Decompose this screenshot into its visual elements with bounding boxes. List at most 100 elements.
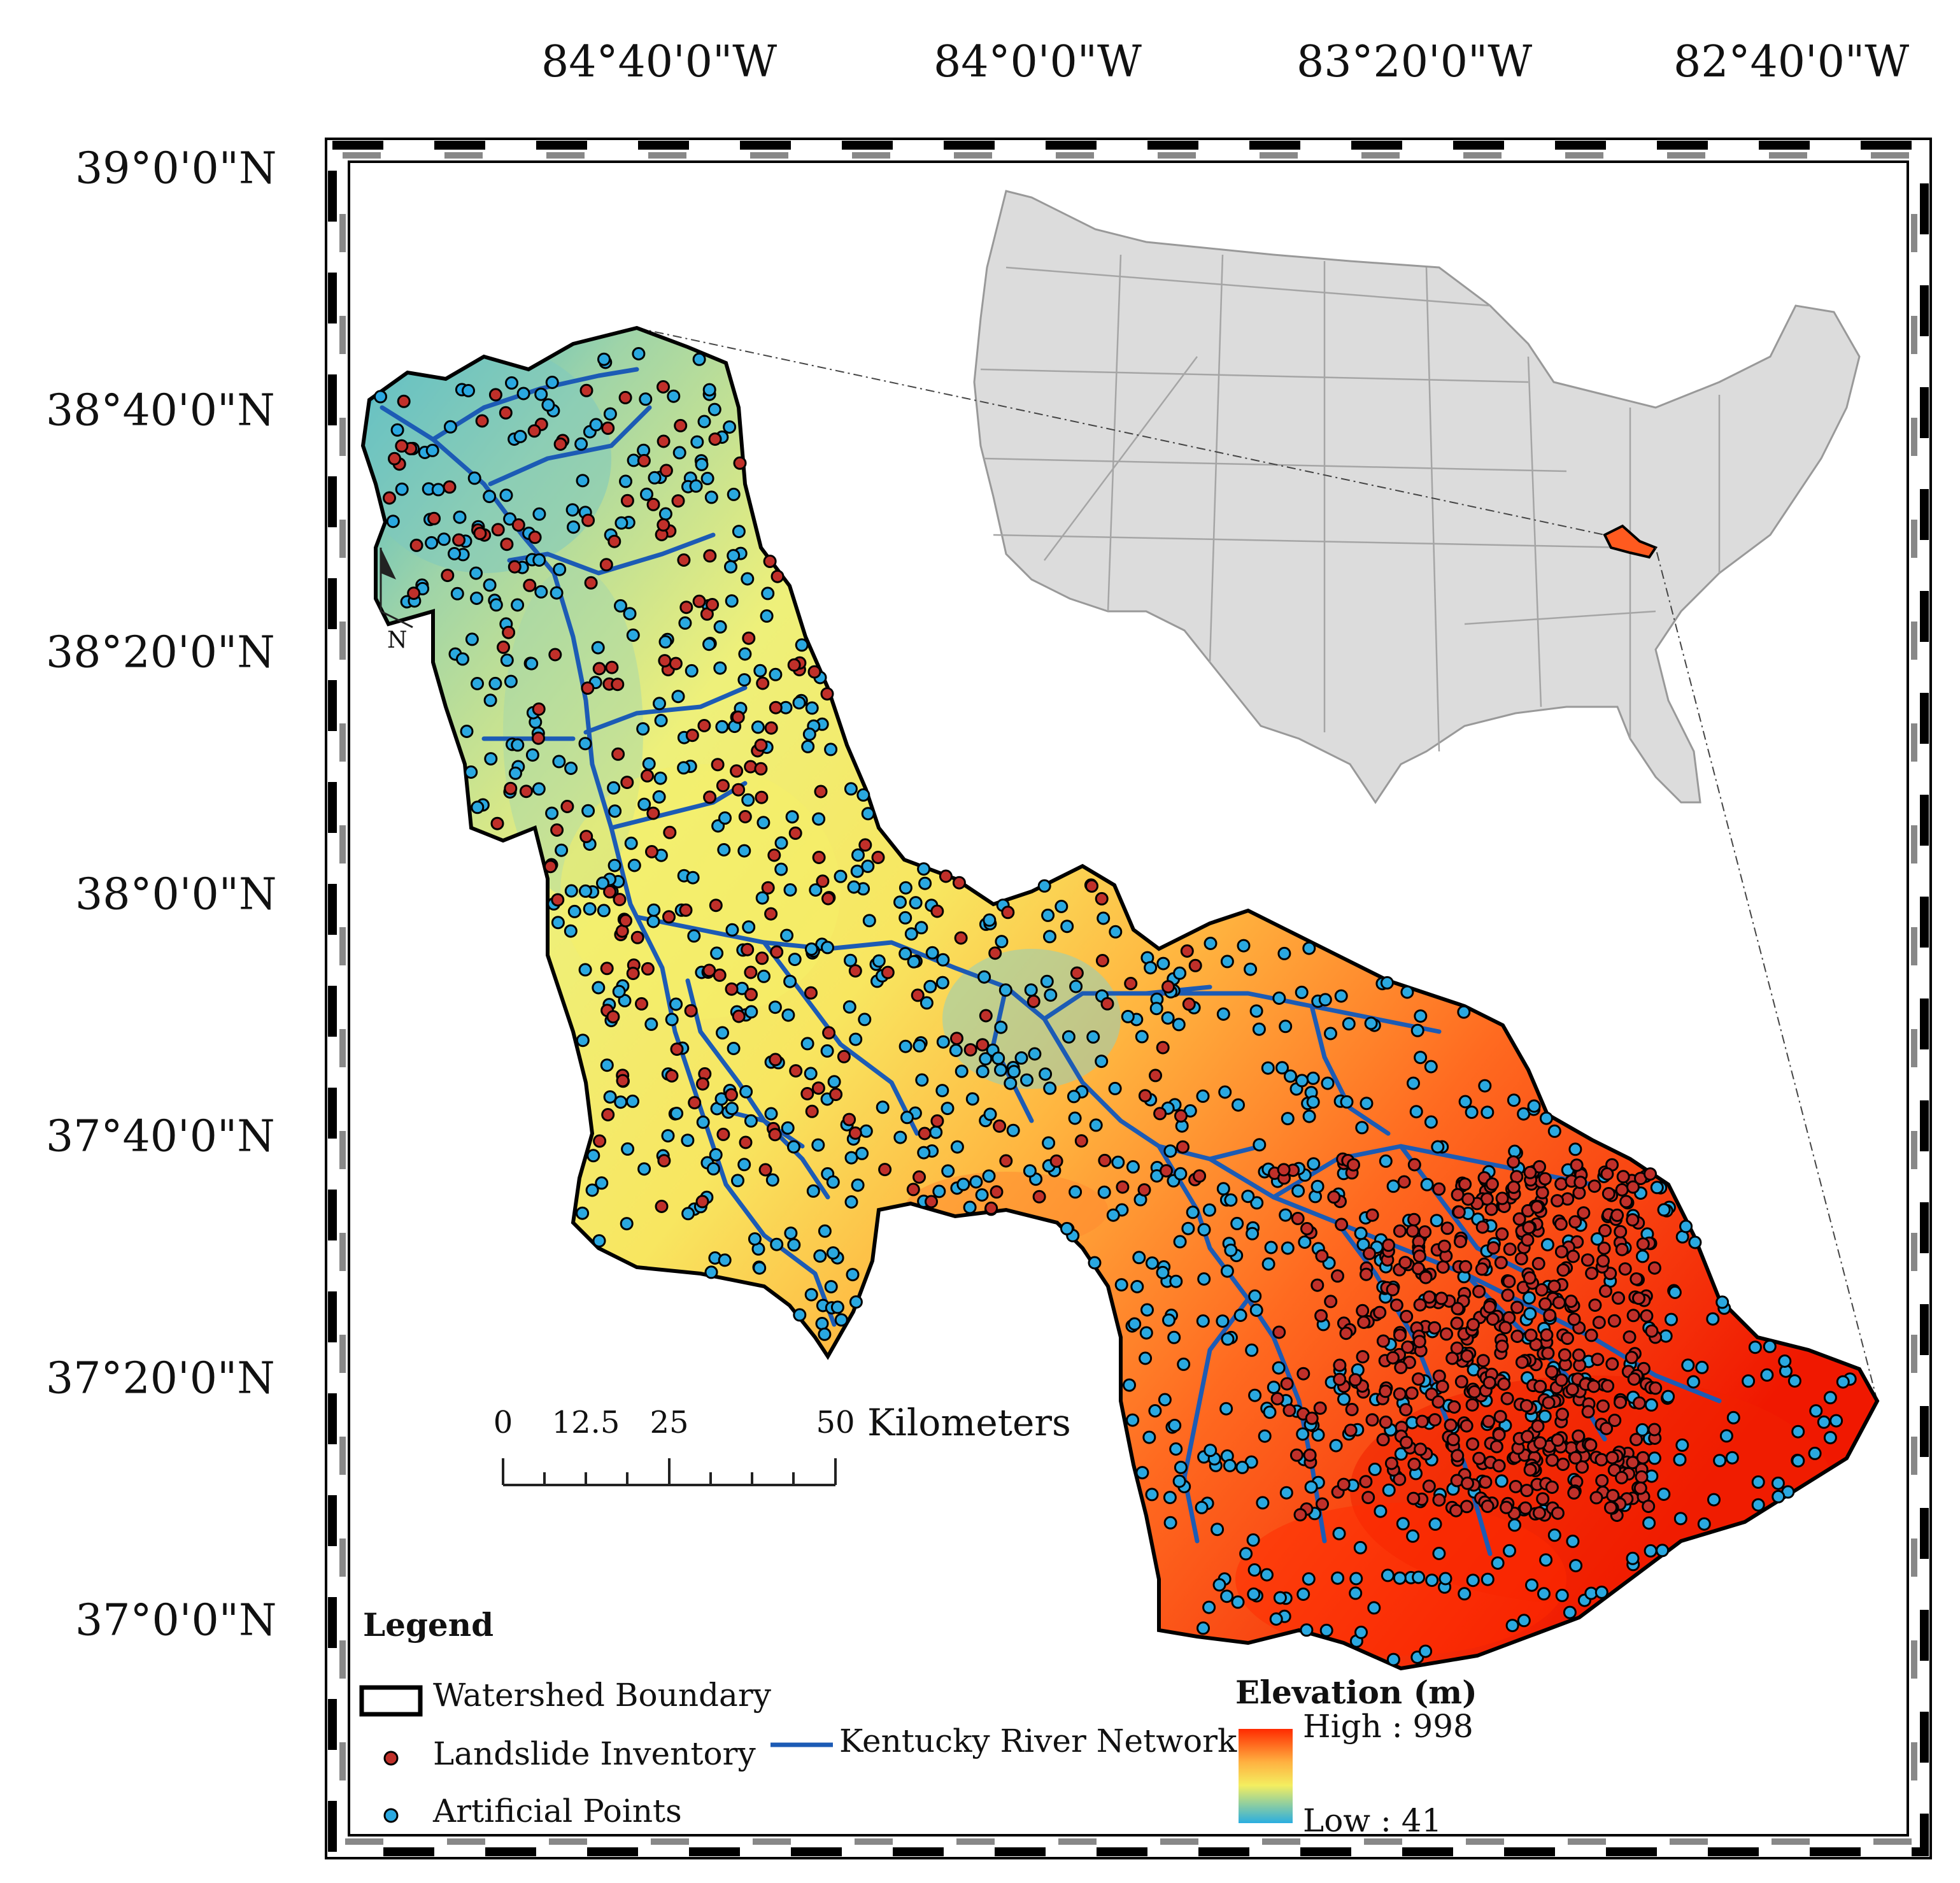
artificial-point <box>692 352 706 366</box>
artificial-point <box>1044 988 1058 1002</box>
landslide-point <box>1459 1500 1474 1514</box>
landslide-point <box>1405 1386 1419 1400</box>
landslide-point <box>1393 1328 1407 1342</box>
artificial-point <box>1508 1518 1521 1532</box>
artificial-point <box>374 390 387 404</box>
landslide-point <box>1587 1379 1601 1393</box>
landslide-point <box>452 533 466 547</box>
artificial-point <box>579 884 592 898</box>
artificial-point <box>545 376 559 389</box>
landslide-point <box>1626 1180 1640 1194</box>
landslide-point <box>674 418 688 432</box>
artificial-point <box>1644 1544 1658 1558</box>
artificial-point <box>1196 1314 1210 1328</box>
artificial-point <box>917 862 931 876</box>
landslide-point <box>939 869 953 883</box>
artificial-point <box>1566 1534 1580 1548</box>
artificial-point <box>1261 1257 1275 1271</box>
landslide-point <box>1482 1300 1496 1314</box>
artificial-point <box>471 800 485 814</box>
landslide-point <box>1482 1375 1496 1389</box>
artificial-point <box>1707 1493 1721 1507</box>
landslide-point <box>1347 1158 1360 1172</box>
landslide-point <box>1348 1373 1362 1387</box>
artificial-point <box>1250 1196 1264 1210</box>
artificial-point <box>621 1142 635 1156</box>
landslide-point <box>662 910 676 924</box>
landslide-point <box>1495 1191 1509 1205</box>
artificial-point <box>1173 966 1187 980</box>
landslide-point <box>1535 1186 1549 1200</box>
landslide-point <box>1001 906 1015 920</box>
artificial-point <box>1414 1009 1428 1023</box>
artificial-point <box>1144 961 1158 975</box>
landslide-point <box>1507 1180 1521 1194</box>
artificial-point <box>949 1044 963 1057</box>
artificial-point <box>1332 1526 1346 1540</box>
landslide-point <box>1498 1321 1512 1335</box>
landslide-point <box>528 530 542 544</box>
landslide-point <box>657 518 671 532</box>
artificial-point <box>1006 1123 1020 1137</box>
artificial-point <box>550 586 564 600</box>
landslide-point <box>1564 1295 1578 1308</box>
landslide-point <box>1095 954 1109 967</box>
landslide-point <box>804 986 818 1000</box>
artificial-point <box>1424 1060 1438 1074</box>
artificial-point <box>1232 1098 1245 1112</box>
artificial-point <box>1393 1571 1407 1585</box>
artificial-point <box>1329 1439 1343 1453</box>
artificial-point <box>578 963 592 977</box>
artificial-point <box>1594 1586 1608 1599</box>
landslide-point <box>1647 1261 1661 1275</box>
landslide-point <box>858 838 872 852</box>
artificial-point <box>1568 1142 1582 1156</box>
artificial-point <box>1163 1491 1177 1505</box>
artificial-point <box>795 638 809 652</box>
artificial-point <box>603 407 617 421</box>
landslide-point <box>1437 1239 1451 1253</box>
landslide-point <box>805 1104 819 1118</box>
landslide-point <box>763 555 777 568</box>
landslide-point <box>1376 1433 1390 1447</box>
artificial-point <box>1241 1190 1255 1204</box>
artificial-point <box>812 812 826 826</box>
landslide-point <box>1305 1411 1319 1425</box>
artificial-point <box>713 620 727 634</box>
artificial-point <box>1174 1167 1188 1181</box>
artificial-point <box>824 1280 838 1294</box>
artificial-point <box>513 430 527 443</box>
landslide-point <box>1156 1041 1170 1055</box>
landslide-point <box>1619 1195 1633 1209</box>
landslide-point <box>1520 1484 1534 1498</box>
landslide-point <box>906 1183 920 1197</box>
landslide-point <box>930 904 944 918</box>
artificial-point <box>1661 1389 1675 1403</box>
landslide-point <box>1475 1262 1489 1276</box>
landslide-point <box>1645 1324 1659 1338</box>
landslide-point <box>1459 1260 1472 1274</box>
artificial-point <box>725 1102 739 1116</box>
landslide-point <box>1572 1429 1586 1443</box>
artificial-point <box>624 836 638 850</box>
landslide-point <box>1337 1477 1351 1491</box>
landslide-point <box>1607 1314 1621 1328</box>
landslide-point <box>954 931 968 945</box>
artificial-point <box>1216 1314 1230 1328</box>
artificial-point <box>646 914 660 928</box>
landslide-point <box>771 569 785 583</box>
landslide-point <box>658 654 672 668</box>
landslide-point <box>523 578 537 592</box>
landslide-point <box>706 598 720 611</box>
artificial-point <box>532 782 546 796</box>
artificial-point <box>727 487 741 501</box>
landslide-point <box>1495 1227 1509 1241</box>
artificial-point <box>904 927 918 941</box>
landslide-point <box>837 1049 851 1063</box>
artificial-point <box>1224 1193 1238 1207</box>
artificial-point <box>1725 1451 1739 1465</box>
artificial-point <box>821 941 834 955</box>
landslide-point <box>1566 1249 1580 1263</box>
artificial-point <box>950 1140 964 1154</box>
landslide-point <box>1452 1205 1466 1219</box>
